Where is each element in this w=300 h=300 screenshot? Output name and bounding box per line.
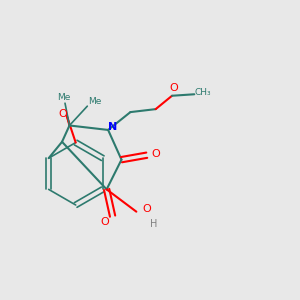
Text: O: O [151, 149, 160, 159]
Text: O: O [142, 204, 151, 214]
Text: Me: Me [88, 97, 101, 106]
Text: Me: Me [57, 93, 70, 102]
Text: O: O [58, 109, 67, 119]
Text: N: N [108, 122, 117, 132]
Text: CH₃: CH₃ [195, 88, 211, 97]
Text: O: O [101, 217, 110, 227]
Text: O: O [169, 83, 178, 93]
Text: H: H [151, 219, 158, 229]
